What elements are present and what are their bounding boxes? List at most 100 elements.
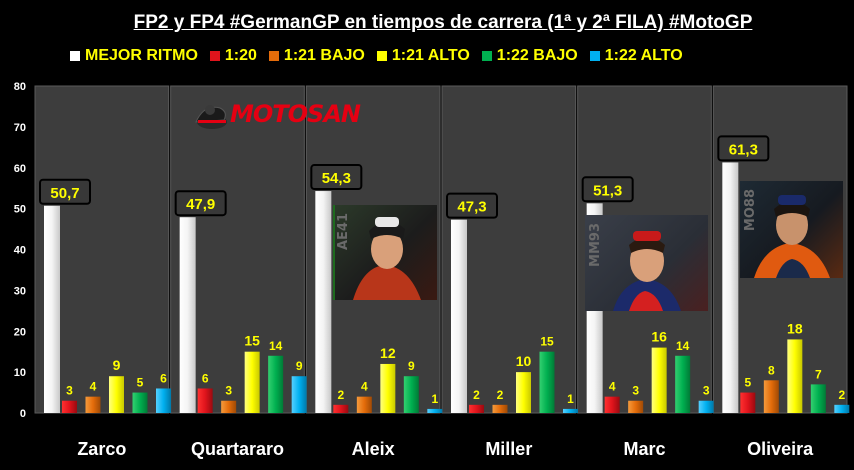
bar-value-label: 14	[676, 339, 690, 353]
bar-value-label: 2	[337, 388, 344, 402]
bar-value-label: 5	[744, 376, 751, 390]
bar-value-label: 14	[269, 339, 283, 353]
bar-value-label: 8	[768, 363, 775, 377]
bar-value-label: 4	[361, 380, 368, 394]
bar-1-21-bajo	[356, 396, 372, 413]
bar-value-label: 4	[90, 380, 97, 394]
bar-1-21-bajo	[628, 400, 644, 413]
bar-1-20	[604, 396, 620, 413]
x-category-label: Marc	[623, 439, 665, 459]
bar-1-20	[469, 404, 484, 413]
rider-photo-marc: MM93	[585, 215, 708, 311]
legend-item-mejor-ritmo: MEJOR RITMO	[70, 47, 198, 65]
x-category-label: Zarco	[77, 439, 126, 459]
bar-1-21-alto	[651, 347, 667, 413]
bar-value-label: 10	[516, 353, 532, 369]
x-category-label: Oliveira	[747, 439, 814, 459]
legend-label: MEJOR RITMO	[85, 47, 198, 64]
y-tick-label: 30	[14, 285, 26, 297]
bar-value-label: 3	[225, 384, 232, 398]
bar-1-21-alto	[244, 351, 260, 413]
y-tick-label: 40	[14, 245, 26, 257]
legend-swatch	[70, 51, 80, 61]
bar-1-22-alto	[427, 408, 443, 413]
legend-swatch	[376, 51, 387, 61]
best-pace-label: 47,3	[457, 199, 486, 216]
best-pace-label-box	[581, 176, 634, 203]
rider-portrait-icon	[333, 205, 421, 300]
bar-1-22-bajo	[539, 351, 555, 413]
bar-1-22-alto	[291, 376, 307, 413]
bar-value-label: 2	[497, 388, 504, 402]
legend-label: 1:21 ALTO	[391, 47, 470, 64]
y-tick-label: 50	[14, 204, 26, 216]
best-pace-label: 47,9	[186, 196, 215, 213]
bar-value-label: 2	[838, 388, 845, 402]
rider-number: AE41	[336, 213, 351, 251]
bar-1-22-alto	[156, 388, 171, 413]
legend-swatch	[268, 51, 279, 61]
best-pace-label: 54,3	[322, 170, 351, 187]
y-tick-label: 10	[14, 367, 26, 379]
bar-value-label: 1	[431, 392, 438, 406]
logo-text: MOTOSAN	[230, 100, 361, 128]
best-pace-label-box	[446, 192, 498, 219]
bar-value-label: 18	[787, 320, 803, 336]
bar-1-21-bajo	[221, 400, 237, 413]
best-pace-label-box	[310, 164, 363, 191]
bar-1-20	[62, 400, 77, 413]
bar-value-label: 16	[651, 329, 667, 345]
legend-label: 1:21 BAJO	[283, 47, 365, 64]
bar-mejor-ritmo	[315, 191, 332, 413]
bar-value-label: 7	[815, 367, 822, 381]
bar-value-label: 6	[202, 371, 209, 385]
x-category-label: Miller	[485, 439, 532, 459]
bar-value-label: 15	[244, 333, 260, 349]
bar-1-21-bajo	[763, 380, 779, 413]
y-tick-label: 60	[14, 163, 26, 175]
bar-1-22-alto	[834, 404, 850, 413]
best-pace-label: 61,3	[729, 141, 758, 158]
y-tick-label: 70	[14, 122, 26, 134]
bar-1-20	[333, 404, 349, 413]
legend-swatch	[589, 51, 600, 61]
legend-item-1-21-alto: 1:21 ALTO	[376, 47, 470, 65]
y-tick-label: 0	[20, 408, 26, 420]
y-tick-label: 80	[14, 81, 26, 93]
legend: MEJOR RITMO 1:20 1:21 BAJO 1:21 ALTO 1:2…	[70, 44, 683, 68]
bar-1-21-alto	[787, 339, 803, 413]
legend-swatch	[481, 51, 492, 61]
legend-item-1-22-bajo: 1:22 BAJO	[481, 47, 578, 65]
best-pace-label: 51,3	[593, 182, 622, 199]
bar-value-label: 12	[380, 345, 396, 361]
best-pace-label-box	[174, 190, 227, 217]
rider-photo-oliveira: MO88	[740, 181, 843, 278]
bar-value-label: 1	[567, 392, 574, 406]
bar-mejor-ritmo	[179, 217, 196, 413]
bar-value-label: 6	[160, 371, 167, 385]
best-pace-label-box	[717, 135, 770, 162]
bar-mejor-ritmo	[722, 162, 739, 413]
bar-mejor-ritmo	[451, 219, 467, 413]
rider-number: MO88	[743, 189, 758, 232]
rider-number: MM93	[588, 223, 603, 267]
legend-item-1-22-alto: 1:22 ALTO	[589, 47, 683, 65]
legend-swatch	[209, 51, 220, 61]
bar-1-21-bajo	[85, 396, 101, 413]
bar-value-label: 9	[408, 359, 415, 373]
bar-1-21-alto	[109, 376, 124, 413]
legend-label: 1:22 ALTO	[604, 47, 683, 64]
legend-item-1-21-bajo: 1:21 BAJO	[268, 47, 365, 65]
bar-1-22-bajo	[675, 355, 691, 413]
bar-1-22-alto	[698, 400, 714, 413]
chart-title: FP2 y FP4 #GermanGP en tiempos de carrer…	[133, 12, 753, 33]
bar-1-22-bajo	[268, 355, 284, 413]
rider-portrait-icon	[613, 231, 681, 311]
title-bar: FP2 y FP4 #GermanGP en tiempos de carrer…	[131, 6, 755, 40]
rider-photo-aleix: AE41	[333, 205, 437, 300]
bar-value-label: 3	[703, 384, 710, 398]
motorbike-icon	[195, 105, 227, 129]
bar-1-20	[197, 388, 213, 413]
bar-1-22-bajo	[810, 384, 826, 413]
bar-1-21-alto	[516, 372, 531, 413]
